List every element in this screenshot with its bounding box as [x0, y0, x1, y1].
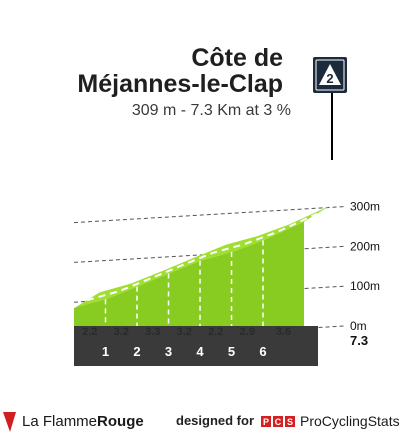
procyclingstats-name: ProCyclingStats [300, 413, 400, 429]
category-number: 2 [326, 71, 333, 86]
designed-for-label: designed for [176, 413, 255, 428]
elevation-label-0: 0m [350, 319, 367, 333]
km-label-1: 1 [102, 344, 109, 359]
elevation-label-100: 100m [350, 279, 380, 293]
km-label-4: 4 [196, 344, 204, 359]
pcs-p-box [261, 416, 271, 427]
km-label-3: 3 [165, 344, 172, 359]
gradient-label-1: 2.2 [82, 326, 97, 338]
profile-base-band [74, 326, 318, 366]
gradient-label-5: 2.2 [208, 326, 223, 338]
climb-title-line2: Méjannes-le-Clap [77, 70, 283, 98]
elevation-label-200: 200m [350, 239, 380, 253]
brand-text-la-flamme: La Flamme [22, 413, 98, 430]
flamme-rouge-logo [3, 412, 16, 432]
gradient-label-3: 3.3 [145, 326, 160, 338]
km-label-6: 6 [259, 344, 266, 359]
gradient-label-2: 3.2 [114, 326, 129, 338]
climb-summary: 309 m - 7.3 Km at 3 % [131, 102, 291, 119]
km-label-2: 2 [133, 344, 140, 359]
gradient-label-4: 3.2 [177, 326, 192, 338]
grid-line-300 [73, 206, 345, 224]
km-label-5: 5 [228, 344, 235, 359]
flamme-rouge-brand: La FlammeRouge [22, 413, 144, 430]
profile-top-dashes [86, 212, 318, 302]
km-dividers [104, 240, 264, 326]
category-badge: 2 [313, 57, 347, 93]
distance-end-label: 7.3 [350, 333, 368, 348]
pcs-s-box [285, 416, 295, 427]
pcs-letter-p: P [263, 417, 269, 427]
gradient-label-7: 3.6 [276, 326, 291, 338]
gradient-labels: 2.2 3.2 3.3 3.2 2.2 2.9 3.6 [82, 326, 291, 338]
km-labels: 1 2 3 4 5 6 [102, 344, 267, 359]
pcs-letter-s: S [287, 417, 293, 427]
brand-text-rouge: Rouge [97, 413, 144, 430]
profile-area [74, 221, 304, 326]
pcs-c-box [273, 416, 283, 427]
climb-title-line1: Côte de [191, 44, 283, 72]
elevation-label-300: 300m [350, 200, 380, 214]
gradient-label-6: 2.9 [240, 326, 255, 338]
pcs-letter-c: C [275, 417, 282, 427]
elevation-labels: 300m 200m 100m 0m [350, 200, 380, 333]
